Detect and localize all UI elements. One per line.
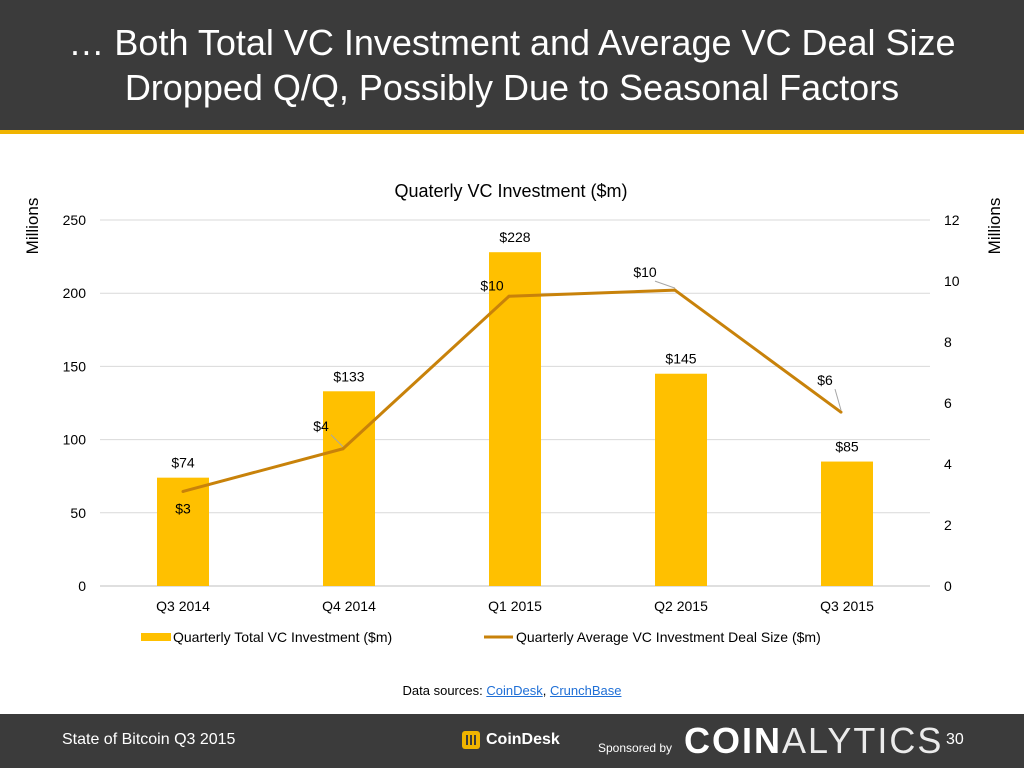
right-tick-label: 12 xyxy=(944,212,960,228)
category-label: Q2 2015 xyxy=(654,598,708,614)
left-tick-label: 0 xyxy=(78,578,86,594)
line-value-label: $10 xyxy=(480,277,504,293)
left-tick-label: 50 xyxy=(70,505,86,521)
slide-footer xyxy=(0,714,1024,768)
bar-value-label: $74 xyxy=(171,455,195,471)
right-tick-label: 4 xyxy=(944,456,952,472)
left-axis-title: Millions xyxy=(23,198,42,255)
bar xyxy=(489,252,541,586)
data-labels: $74 $133 $228 $145 $85 $3 $4 $10 $10 $6 xyxy=(171,229,859,516)
coindesk-icon xyxy=(462,731,480,749)
bar xyxy=(157,477,209,586)
line-point xyxy=(839,410,843,414)
right-tick-label: 8 xyxy=(944,334,952,350)
line-value-label: $4 xyxy=(313,418,329,434)
left-tick-label: 100 xyxy=(63,432,87,448)
left-tick-label: 200 xyxy=(63,285,87,301)
category-label: Q4 2014 xyxy=(322,598,376,614)
coindesk-link[interactable]: CoinDesk xyxy=(486,683,543,698)
brand-bold: COIN xyxy=(684,720,782,761)
coindesk-logo: CoinDesk xyxy=(462,729,560,751)
right-axis-title: Millions xyxy=(985,198,1004,255)
left-tick-label: 150 xyxy=(63,358,87,374)
sources-separator: , xyxy=(542,683,550,698)
label-leader-line xyxy=(654,280,676,289)
coinalytics-logo: COINALYTICS xyxy=(684,721,943,761)
sponsored-by-label: Sponsored by xyxy=(598,741,673,755)
line-value-label: $6 xyxy=(817,372,833,388)
left-tick-label: 250 xyxy=(63,212,87,228)
label-leader-line xyxy=(834,389,842,411)
report-name: State of Bitcoin Q3 2015 xyxy=(62,731,236,748)
category-label: Q3 2014 xyxy=(156,598,210,614)
category-label: Q1 2015 xyxy=(488,598,542,614)
brand-thin: ALYTICS xyxy=(782,720,944,761)
legend-bar-label: Quarterly Total VC Investment ($m) xyxy=(173,629,392,645)
bar xyxy=(655,373,707,586)
title-line-2: Dropped Q/Q, Possibly Due to Seasonal Fa… xyxy=(124,67,900,108)
bar xyxy=(821,461,873,586)
legend-bar-swatch xyxy=(141,633,171,641)
line-point xyxy=(341,447,345,451)
line-point xyxy=(673,288,677,292)
legend-line-label: Quarterly Average VC Investment Deal Siz… xyxy=(516,629,821,645)
bar-series xyxy=(157,252,873,586)
category-label: Q3 2015 xyxy=(820,598,874,614)
right-tick-label: 2 xyxy=(944,517,952,533)
header-divider xyxy=(0,130,1024,134)
right-tick-label: 6 xyxy=(944,395,952,411)
line-point xyxy=(507,294,511,298)
bar-value-label: $133 xyxy=(333,368,364,384)
right-tick-label: 0 xyxy=(944,578,952,594)
line-value-label: $3 xyxy=(175,500,191,516)
chart-title: Quaterly VC Investment ($m) xyxy=(394,181,627,201)
line-point xyxy=(181,489,185,493)
bar-value-label: $145 xyxy=(665,351,696,367)
slide-title: … Both Total VC Investment and Average V… xyxy=(0,20,1024,110)
line-series xyxy=(181,288,843,493)
combo-chart: Quaterly VC Investment ($m) Millions Mil… xyxy=(23,181,1004,645)
bar-value-label: $85 xyxy=(835,439,859,455)
bar xyxy=(323,391,375,586)
page-number: 30 xyxy=(946,731,964,748)
crunchbase-link[interactable]: CrunchBase xyxy=(549,683,622,698)
axis-ticks: 0 50 100 150 200 250 0 2 4 6 8 10 12 Q3 2014 Q4 2014 Q1… xyxy=(63,212,960,614)
line-value-label: $10 xyxy=(633,264,657,280)
bar-value-label: $228 xyxy=(499,229,530,245)
data-sources: Data sources: CoinDesk, CrunchBase xyxy=(0,683,1024,698)
chart-legend: Quarterly Total VC Investment ($m) Quarte… xyxy=(141,629,821,645)
sources-prefix: Data sources: xyxy=(402,683,487,698)
coindesk-label: CoinDesk xyxy=(486,731,560,748)
slide-header xyxy=(0,0,1024,130)
title-line-1: … Both Total VC Investment and Average V… xyxy=(68,22,956,63)
right-tick-label: 10 xyxy=(944,273,960,289)
label-leader-line xyxy=(330,434,344,448)
